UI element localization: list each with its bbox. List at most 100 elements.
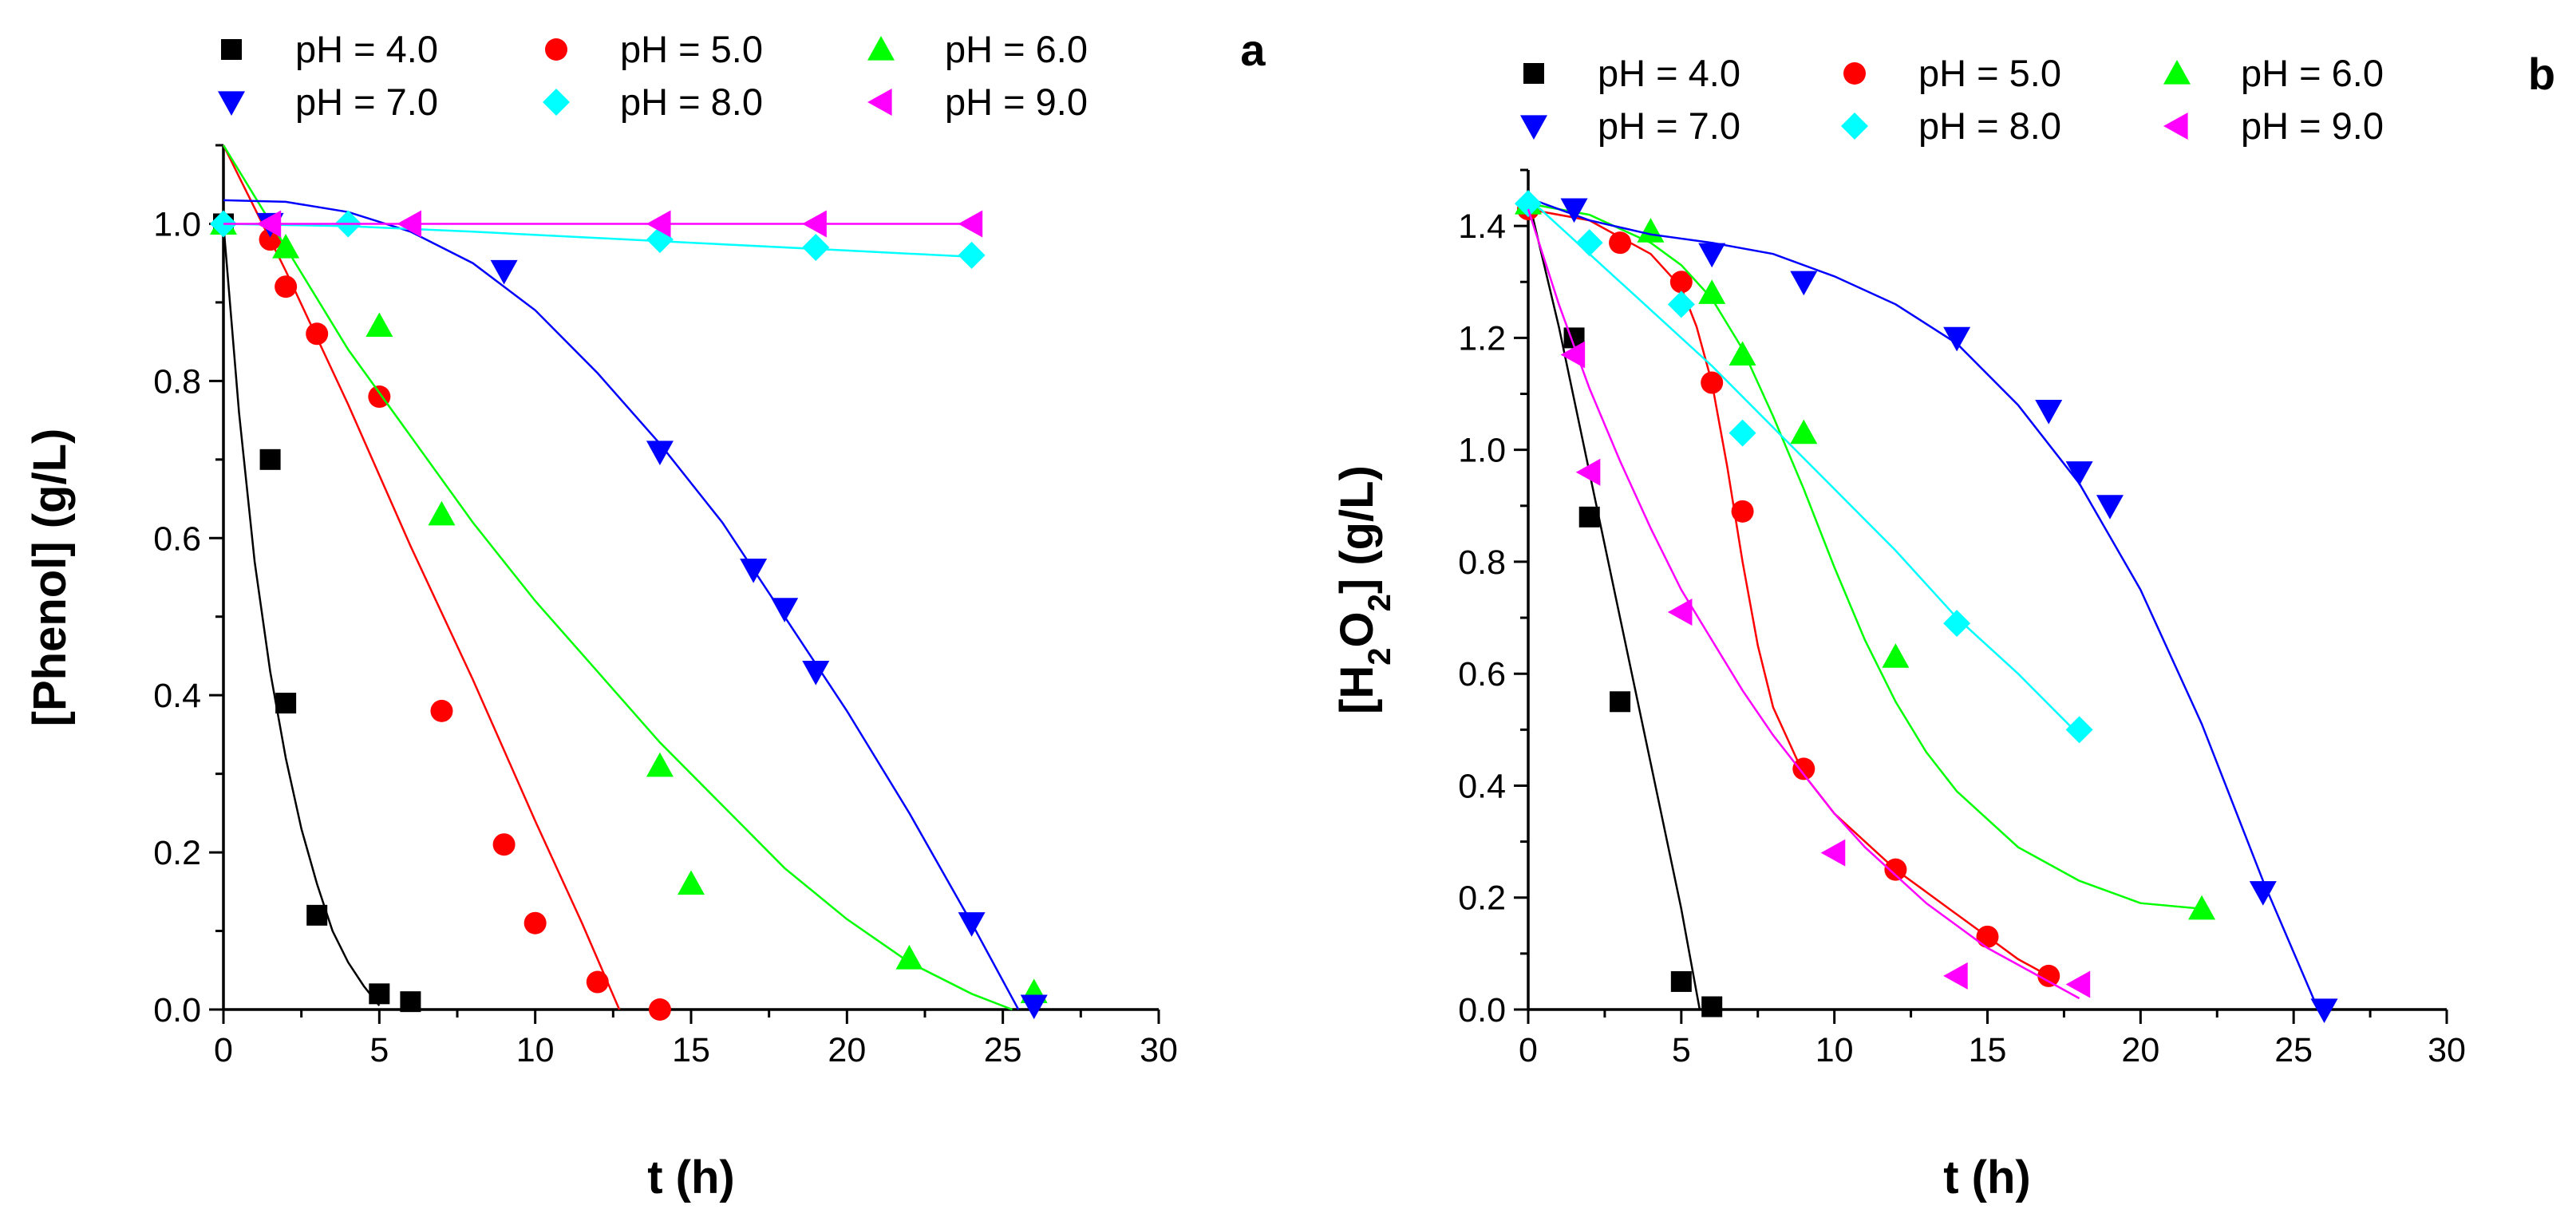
data-point	[1820, 839, 1846, 867]
legend-label: pH = 7.0	[295, 81, 438, 123]
y-tick-label: 0.8	[153, 362, 201, 401]
data-point	[1020, 994, 1048, 1020]
x-tick-label: 30	[1140, 1031, 1178, 1069]
x-tick-label: 0	[214, 1031, 233, 1069]
y-tick-label: 0.2	[153, 834, 201, 872]
fit-line	[1527, 202, 2203, 911]
x-axis-title: t (h)	[647, 1152, 735, 1203]
legend-marker	[545, 38, 567, 61]
data-point	[1884, 858, 1907, 881]
data-point	[492, 833, 516, 856]
legend-marker	[221, 39, 242, 60]
legend-label: pH = 6.0	[945, 28, 1088, 70]
data-point	[1729, 341, 1756, 366]
y-tick-label: 0.6	[153, 520, 201, 558]
data-point	[259, 449, 281, 470]
data-point	[306, 322, 329, 346]
data-point	[1698, 243, 1726, 268]
x-tick-label: 15	[672, 1031, 710, 1069]
legend-marker	[543, 89, 570, 116]
fit-line	[222, 144, 1013, 1011]
x-tick-label: 10	[1815, 1031, 1854, 1069]
data-point	[1698, 279, 1726, 304]
series-ph-8-0: pH = 8.0	[1515, 105, 2093, 744]
data-point	[1790, 271, 1818, 296]
series-ph-9-0: pH = 9.0	[1527, 105, 2384, 1000]
legend-label: pH = 5.0	[620, 28, 763, 70]
x-axis-title: t (h)	[1943, 1152, 2031, 1203]
y-tick-label: 1.0	[153, 205, 201, 243]
data-point	[958, 210, 983, 238]
data-point	[1976, 925, 1999, 948]
y-tick-label: 0.0	[1458, 991, 1506, 1029]
series-ph-4-0: pH = 4.0	[213, 28, 438, 1013]
fit-line	[1527, 207, 2049, 977]
legend-label: pH = 4.0	[1598, 52, 1740, 94]
fit-line	[222, 223, 381, 1006]
data-point	[1515, 190, 1542, 218]
data-point	[958, 241, 986, 269]
data-point	[802, 661, 830, 686]
legend-marker	[867, 36, 895, 61]
legend-marker	[2163, 60, 2191, 85]
data-point	[275, 693, 297, 714]
data-point	[2065, 970, 2091, 998]
data-point	[646, 752, 674, 777]
x-tick-label: 5	[1672, 1031, 1691, 1069]
data-point	[256, 210, 282, 238]
data-point	[1701, 371, 1724, 394]
series-ph-5-0: pH = 5.0	[222, 28, 763, 1021]
data-point	[2037, 964, 2060, 987]
data-point	[397, 210, 421, 238]
x-tick-label: 25	[984, 1031, 1022, 1069]
y-axis-title: [Phenol] (g/L)	[24, 429, 76, 727]
legend-marker	[2163, 113, 2188, 140]
data-point	[2065, 716, 2093, 744]
x-tick-label: 30	[2428, 1031, 2466, 1069]
legend-marker	[1520, 115, 1547, 140]
data-point	[740, 559, 768, 583]
series-ph-7-0: pH = 7.0	[1520, 105, 2338, 1023]
series-ph-7-0: pH = 7.0	[218, 81, 1048, 1020]
data-point	[1943, 610, 1971, 638]
legend-marker	[1843, 62, 1866, 85]
y-tick-label: 0.0	[153, 991, 201, 1029]
legend-label: pH = 9.0	[2241, 105, 2384, 147]
data-point	[523, 911, 547, 935]
y-tick-label: 0.4	[1458, 767, 1506, 805]
data-point	[1701, 996, 1723, 1018]
data-point	[1790, 419, 1818, 445]
data-point	[1560, 341, 1586, 369]
data-point	[2310, 998, 2338, 1023]
x-tick-label: 25	[2274, 1031, 2313, 1069]
data-point	[646, 441, 674, 465]
data-point	[275, 275, 298, 298]
data-point	[1943, 962, 1968, 990]
data-point	[771, 598, 799, 622]
data-point	[586, 970, 609, 994]
data-point	[648, 998, 671, 1021]
legend-marker	[1523, 63, 1544, 84]
data-point	[490, 259, 518, 285]
data-point	[428, 500, 456, 526]
y-tick-label: 0.6	[1458, 655, 1506, 694]
y-tick-label: 1.4	[1458, 207, 1506, 246]
chart-panel-b: 0 5 10 15 20 25 30 0.0 0.2 0.4 0.6 0.8 1.0 1.2 1.4 t (h…	[1331, 49, 2555, 1203]
data-point	[895, 945, 923, 970]
data-point	[2065, 461, 2093, 486]
x-tick-label: 20	[2121, 1031, 2159, 1069]
legend-marker	[1841, 113, 1868, 140]
data-point	[2035, 399, 2063, 425]
legend-label: pH = 5.0	[1918, 52, 2061, 94]
data-point	[1667, 599, 1693, 626]
x-tick-label: 5	[369, 1031, 389, 1069]
data-point	[1792, 757, 1815, 780]
y-tick-label: 0.8	[1458, 543, 1506, 582]
data-point	[1560, 198, 1588, 223]
series-ph-6-0: pH = 6.0	[1515, 52, 2384, 920]
legend-label: pH = 4.0	[295, 28, 438, 70]
series-ph-4-0: pH = 4.0	[1523, 52, 1740, 1018]
legend-label: pH = 8.0	[1918, 105, 2061, 147]
x-tick-label: 10	[516, 1031, 555, 1069]
fit-line	[223, 199, 1020, 1010]
